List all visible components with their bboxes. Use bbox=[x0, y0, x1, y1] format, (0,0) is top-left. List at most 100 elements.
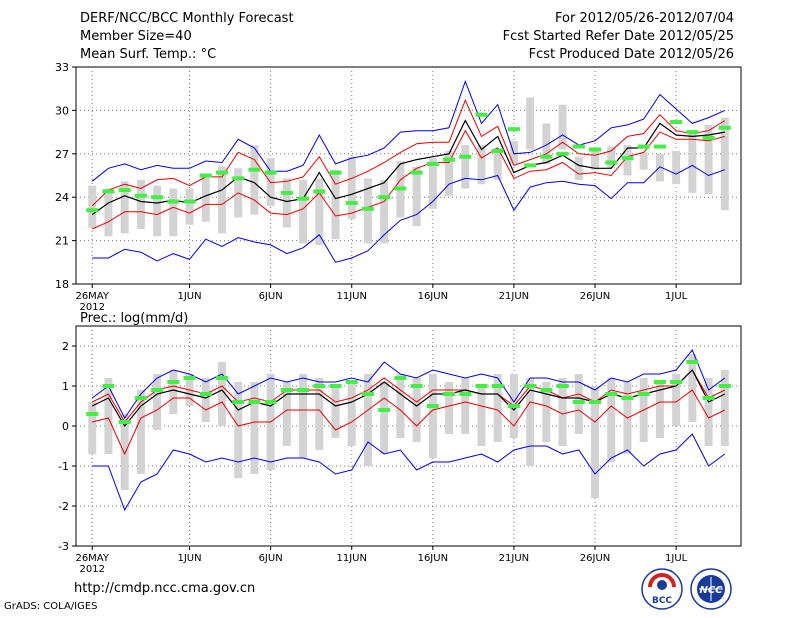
prec-climatology-marker bbox=[605, 392, 618, 396]
prec-spread-bar bbox=[461, 378, 470, 434]
temp-climatology-marker bbox=[199, 173, 212, 178]
temp-climatology-marker bbox=[572, 144, 585, 149]
temp-spread-bar bbox=[526, 97, 535, 150]
prec-ytick-label: -1 bbox=[58, 460, 69, 473]
prec-spread-bar bbox=[136, 390, 145, 474]
temp-climatology-marker bbox=[556, 151, 569, 156]
prec-xtick-label: 6JUN bbox=[259, 553, 283, 564]
temp-spread-bar bbox=[250, 145, 259, 215]
prec-spread-bar bbox=[672, 374, 681, 426]
temp-climatology-marker bbox=[151, 195, 164, 200]
temp-spread-bar bbox=[380, 179, 389, 244]
temp-spread-bar bbox=[477, 145, 486, 185]
prec-climatology-marker bbox=[378, 408, 391, 412]
prec-spread-bar bbox=[704, 378, 713, 446]
temp-spread-bar bbox=[493, 148, 502, 180]
prec-spread-bar bbox=[607, 378, 616, 462]
temp-climatology-marker bbox=[507, 127, 520, 132]
temp-climatology-marker bbox=[589, 147, 602, 152]
temp-climatology-marker bbox=[232, 176, 245, 181]
prec-climatology-marker bbox=[491, 384, 504, 388]
temp-spread-bar bbox=[299, 179, 308, 244]
temp-climatology-marker bbox=[102, 189, 115, 194]
prec-spread-bar bbox=[363, 374, 372, 466]
prec-xtick-label: 26MAY bbox=[75, 553, 109, 564]
prec-climatology-marker bbox=[361, 392, 374, 396]
temp-spread-bar bbox=[363, 178, 372, 244]
prec-climatology-marker bbox=[686, 360, 699, 364]
prec-climatology-marker bbox=[507, 404, 520, 408]
temp-spread-bar bbox=[672, 150, 681, 185]
prec-spread-bar bbox=[493, 374, 502, 442]
temp-spread-bar bbox=[185, 188, 194, 225]
prec-climatology-marker bbox=[313, 384, 326, 388]
temp-xtick-label: 1JUL bbox=[665, 291, 688, 302]
prec-spread-bar bbox=[250, 382, 259, 474]
prec-spread-bar bbox=[153, 374, 162, 430]
prec-climatology-marker bbox=[264, 400, 277, 404]
prec-ytick-label: -3 bbox=[58, 540, 69, 553]
prec-climatology-marker bbox=[540, 388, 553, 392]
prec-ytick-label: 0 bbox=[62, 420, 69, 433]
prec-climatology-marker bbox=[329, 384, 342, 388]
temp-climatology-marker bbox=[702, 135, 715, 140]
prec-climatology-marker bbox=[426, 404, 439, 408]
variable-label: Mean Surf. Temp.: °C bbox=[80, 47, 217, 62]
source-url[interactable]: http://cmdp.ncc.cma.gov.cn bbox=[74, 581, 256, 596]
temp-spread-bar bbox=[720, 117, 729, 211]
prec-ytick-label: 2 bbox=[62, 340, 69, 353]
temp-climatology-marker bbox=[394, 186, 407, 191]
temp-spread-bar bbox=[104, 188, 113, 237]
temp-panel: 18 21 24 27 30 33 26MAY 1JUN 6JUN 11JUN 16JUN 21JUN… bbox=[55, 61, 742, 313]
prec-climatology-marker bbox=[670, 380, 683, 384]
prec-spread-bar bbox=[331, 386, 340, 438]
prec-spread-bar bbox=[591, 386, 600, 498]
prec-spread-bar bbox=[217, 362, 226, 426]
prec-spread-bar bbox=[380, 382, 389, 454]
temp-spread-bar bbox=[623, 145, 632, 176]
prec-spread-bar bbox=[88, 402, 97, 454]
temp-climatology-marker bbox=[475, 112, 488, 117]
prec-xtick-label: 26JUN bbox=[580, 553, 610, 564]
temp-climatology-marker bbox=[345, 200, 358, 205]
prec-climatology-marker bbox=[410, 384, 423, 388]
temp-spread-bar bbox=[558, 104, 567, 150]
temp-climatology-marker bbox=[686, 130, 699, 135]
prec-climatology-marker bbox=[621, 396, 634, 400]
prec-year-label: 2012 bbox=[79, 564, 104, 575]
temp-xtick-label: 11JUN bbox=[336, 291, 366, 302]
temp-spread-bar bbox=[688, 130, 697, 193]
prec-series-max bbox=[91, 349, 726, 419]
prec-spread-bar bbox=[299, 374, 308, 458]
prec-spread-bar bbox=[104, 378, 113, 454]
temp-climatology-marker bbox=[718, 125, 731, 130]
prec-spread-bar bbox=[526, 378, 535, 466]
temp-climatology-marker bbox=[297, 196, 310, 201]
temp-climatology-marker bbox=[313, 189, 326, 194]
temp-spread-bar bbox=[331, 169, 340, 240]
prec-climatology-marker bbox=[134, 396, 147, 400]
temp-ytick-label: 21 bbox=[55, 235, 69, 248]
temp-climatology-marker bbox=[524, 163, 537, 168]
temp-series-min bbox=[92, 164, 725, 263]
prec-climatology-marker bbox=[637, 392, 650, 396]
prec-climatology-marker bbox=[524, 384, 537, 388]
temp-spread-bar bbox=[169, 188, 178, 237]
temp-xtick-label: 21JUN bbox=[499, 291, 529, 302]
prec-climatology-marker bbox=[718, 384, 731, 388]
forecast-produced-date: Fcst Produced Date 2012/05/26 bbox=[528, 47, 734, 62]
prec-climatology-marker bbox=[443, 392, 456, 396]
forecast-title: DERF/NCC/BCC Monthly Forecast bbox=[80, 11, 294, 26]
temp-climatology-marker bbox=[215, 170, 228, 175]
prec-climatology-marker bbox=[589, 400, 602, 404]
prec-climatology-marker bbox=[183, 376, 196, 380]
forecast-start-date: Fcst Started Refer Date 2012/05/25 bbox=[502, 29, 734, 44]
temp-spread-bar bbox=[461, 145, 470, 189]
temp-spread-bar bbox=[591, 150, 600, 170]
temp-spread-bar bbox=[542, 123, 551, 164]
prec-panel: -3 -2 -1 0 1 2 26MAY 1JUN 6JUN 11JUN 16JUN 21JUN 26J… bbox=[58, 325, 742, 575]
temp-spread-bar bbox=[136, 179, 145, 230]
temp-climatology-marker bbox=[670, 119, 683, 124]
prec-spread-bar bbox=[720, 370, 729, 446]
